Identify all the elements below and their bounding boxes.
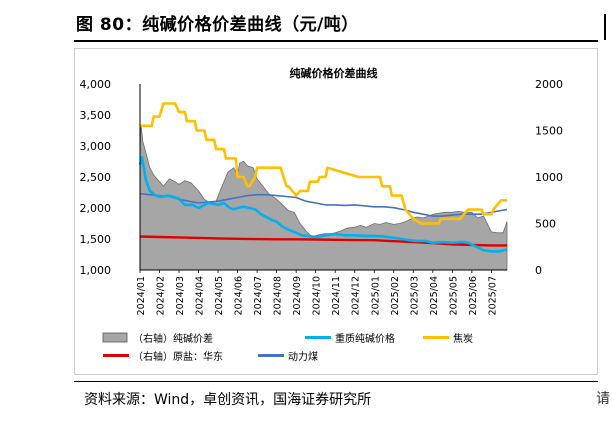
legend-label: （右轴）原盐：华东 [133,350,223,363]
x-tick-label: 2025/06 [468,276,479,315]
series-line-3 [139,235,507,247]
legend-label: 焦炭 [453,332,473,345]
y-left-tick-label: 2,500 [80,171,112,184]
source-note: 资料来源：Wind，卓创资讯，国海证券研究所 [84,392,372,408]
x-tick-label: 2024/08 [273,276,284,315]
y-right-tick-label: 1500 [535,125,563,138]
x-tick-label: 2025/03 [409,276,420,315]
x-tick-label: 2025/05 [448,276,459,315]
y-left-tick-label: 2,000 [80,202,112,215]
x-tick-label: 2024/10 [312,276,323,315]
y-left-tick-label: 1,500 [80,233,112,246]
legend-swatch-area [102,332,128,343]
y-left-tick-label: 1,000 [80,264,112,277]
x-tick-label: 2024/05 [214,276,225,315]
y-left-tick-label: 4,000 [80,78,112,91]
x-tick-label: 2024/02 [156,276,167,315]
x-tick-label: 2025/01 [370,276,381,315]
y-right-tick-label: 2000 [535,78,563,91]
series-area-0 [139,124,508,271]
x-tick-label: 2024/06 [234,276,245,315]
chart-canvas: 纯碱价格价差曲线 1,000 1,500 2,000 2,500 3,000 3,500 4,… [80,66,564,363]
x-tick-label: 2024/09 [292,276,303,315]
series-line-4 [139,192,508,217]
edge-mark: 请 [596,391,610,407]
x-tick-label: 2024/11 [331,276,342,315]
x-tick-label: 2025/02 [390,276,401,315]
y-right-tick-label: 1000 [535,171,563,184]
edge-rule [604,14,606,40]
x-tick-label: 2024/12 [351,276,362,315]
y-left-tick-label: 3,500 [80,109,112,122]
legend-label: （右轴）纯碱价差 [133,332,213,345]
y-left-tick-label: 3,000 [80,140,112,153]
figure-title: 图 80：纯碱价格价差曲线（元/吨） [76,15,359,35]
series-line-2 [140,102,507,225]
x-tick-label: 2024/01 [136,276,147,315]
chart-title: 纯碱价格价差曲线 [290,66,378,80]
x-tick-label: 2024/04 [195,276,206,315]
title-rule [74,40,598,42]
x-tick-label: 2025/07 [487,276,498,315]
x-tick-label: 2024/07 [253,276,264,315]
y-right-tick-label: 500 [535,218,556,231]
x-tick-label: 2025/04 [429,276,440,315]
y-right-tick-label: 0 [535,264,542,277]
chart-container: 纯碱价格价差曲线 1,000 1,500 2,000 2,500 3,000 3,500 4,… [74,48,598,375]
legend-label: 重质纯碱价格 [335,332,395,345]
legend-label: 动力煤 [288,350,318,363]
source-rule [74,381,598,382]
series-line-1 [138,155,508,253]
x-tick-label: 2024/03 [175,276,186,315]
